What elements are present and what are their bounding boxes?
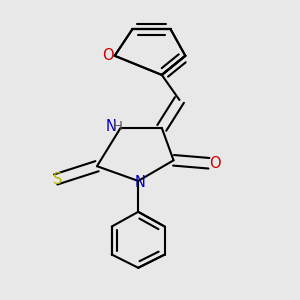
Text: N: N — [105, 119, 116, 134]
Text: O: O — [210, 156, 221, 171]
Text: O: O — [102, 48, 114, 63]
Text: S: S — [52, 172, 62, 187]
Text: H: H — [113, 120, 122, 133]
Text: N: N — [134, 175, 145, 190]
